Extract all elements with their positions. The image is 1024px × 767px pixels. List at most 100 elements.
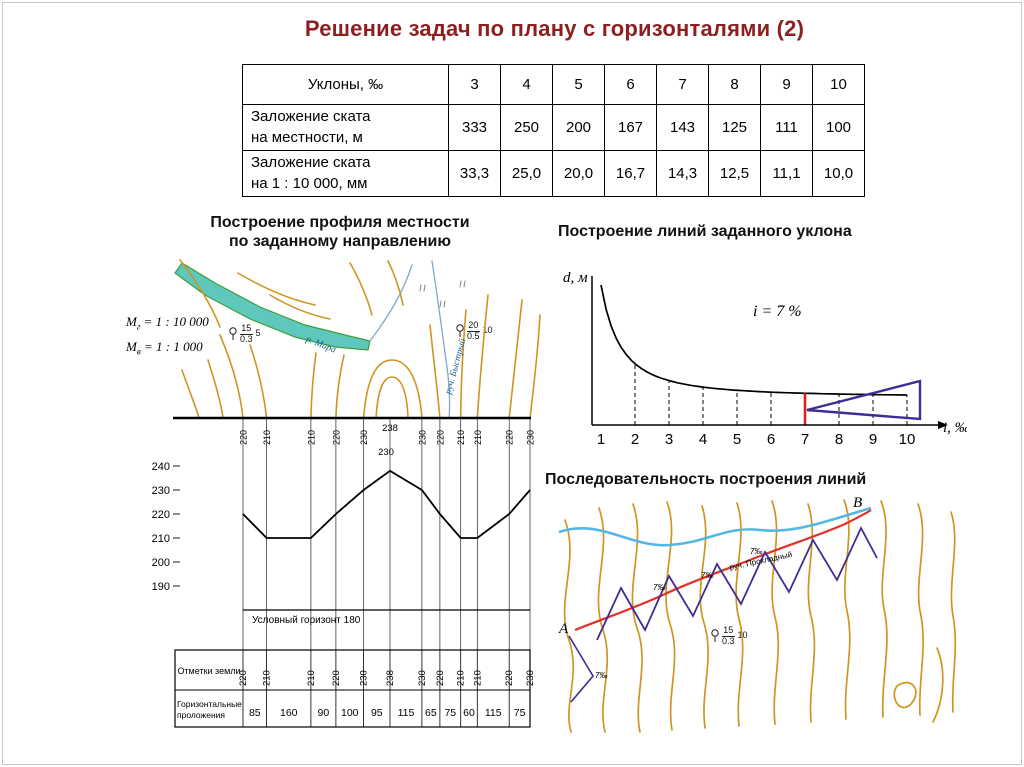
contour-crossing-label: 220 — [435, 430, 445, 445]
elevation-axis-label: 190 — [152, 581, 170, 593]
stream-line — [558, 506, 872, 547]
forest-fraction: 20 0.5 — [467, 320, 480, 342]
cell-value: 111 — [760, 104, 813, 151]
elevation-axis-label: 200 — [152, 557, 170, 569]
distance-curve — [600, 284, 907, 396]
ground-mark-value: 220 — [504, 670, 515, 686]
peak-contour-label: 230 — [378, 447, 394, 458]
forest-spacing: 10 — [482, 325, 493, 336]
cell-value: 10,0 — [812, 150, 865, 197]
contour-crossing-label: 220 — [239, 430, 249, 445]
ground-mark-value: 210 — [306, 670, 317, 686]
slope-mark: 7‰ — [653, 583, 665, 592]
contour-crossing-label: 210 — [262, 430, 272, 445]
construction-triangle — [806, 379, 922, 421]
forest-height: 20 — [467, 320, 480, 332]
distance-value: 60 — [463, 707, 475, 719]
row-label: Заложение ската на 1 : 10 000, мм — [242, 150, 449, 197]
slope-chart-plot: 1 2 3 4 5 6 7 8 9 10 — [597, 284, 916, 448]
cell-value: 12,5 — [708, 150, 761, 197]
x-tick-label: 4 — [699, 431, 707, 448]
slope-column-value: 7 — [656, 64, 709, 105]
contour-line — [771, 500, 780, 725]
contour-line — [843, 499, 851, 720]
slope-distance-chart: 1 2 3 4 5 6 7 8 9 10 d, м i, ‰ i = 7 % — [563, 270, 967, 448]
horizon-label: Условный горизонт 180 — [252, 615, 361, 626]
contour-line — [597, 507, 609, 733]
slope-mark: 7‰ — [595, 671, 607, 680]
distance-value: 65 — [425, 707, 437, 719]
elevation-axis-label: 220 — [152, 509, 170, 521]
distance-value: 95 — [371, 707, 383, 719]
x-tick-label: 1 — [597, 431, 605, 448]
construction-zigzag — [596, 525, 878, 641]
contour-crossing-label: 210 — [456, 430, 466, 445]
slope-column-value: 4 — [500, 64, 553, 105]
distance-value: 115 — [485, 707, 502, 719]
slope-table: Уклоны, ‰ 3 4 5 6 7 8 9 10 Заложение ската на мес… — [242, 64, 865, 197]
x-tick-label: 9 — [869, 431, 877, 448]
tree-icon — [229, 327, 237, 341]
slope-column-value: 6 — [604, 64, 657, 105]
contour-line — [362, 359, 423, 419]
contour-line — [310, 352, 317, 419]
contour-crossing-label: 210 — [306, 430, 316, 445]
contour-line — [179, 259, 221, 328]
contour-line — [508, 299, 523, 419]
slope-header-label: Уклоны, ‰ — [242, 64, 449, 105]
contour-loop — [893, 681, 917, 709]
ground-mark-value: 220 — [238, 670, 249, 686]
horizontal-distances-label-2: проложения — [177, 710, 225, 720]
meadow-mark — [439, 300, 446, 308]
cell-value: 167 — [604, 104, 657, 151]
slope-table-header-row: Уклоны, ‰ 3 4 5 6 7 8 9 10 — [242, 64, 865, 105]
x-tick-label: 10 — [899, 431, 916, 448]
meadow-mark — [459, 280, 466, 288]
slope-table-row: Заложение ската на 1 : 10 000, мм 33,3 25,… — [242, 150, 865, 197]
construction-zigzag — [568, 635, 594, 703]
ground-mark-value: 210 — [472, 670, 483, 686]
slope-column-value: 5 — [552, 64, 605, 105]
cell-value: 333 — [448, 104, 501, 151]
topo-map: р. Мара руч. Быстрый — [174, 259, 541, 419]
scale-horizontal: Мг = 1 : 10 000 — [126, 312, 209, 337]
ground-mark-value: 220 — [435, 670, 446, 686]
contour-line — [375, 376, 409, 419]
scale-symbol: М — [126, 314, 137, 329]
x-tick-label: 7 — [801, 431, 809, 448]
contour-line — [219, 334, 244, 419]
page-title: Решение задач по плану с горизонталями (… — [304, 16, 805, 41]
scale-value: = 1 : 10 000 — [143, 314, 209, 329]
contour-lines — [179, 259, 541, 419]
scale-value: = 1 : 1 000 — [144, 338, 203, 354]
forest-symbol: 20 0.5 10 — [455, 320, 493, 342]
ground-mark-value: 230 — [359, 670, 370, 686]
cell-value: 33,3 — [448, 150, 501, 197]
contour-line — [335, 354, 345, 419]
profile-chart: 240 230 220 210 200 190 220 210 210 220 230 230 220 2… — [152, 418, 536, 650]
route-line — [574, 509, 872, 632]
contour-line — [665, 501, 676, 731]
ground-mark-value: 230 — [417, 670, 428, 686]
meadow-marks — [419, 280, 466, 308]
contour-line — [735, 502, 744, 727]
elevation-axis-label: 240 — [152, 461, 170, 473]
sequence-contours — [563, 499, 957, 733]
cell-value: 14,3 — [656, 150, 709, 197]
elevation-axis-label: 230 — [152, 485, 170, 497]
ground-mark-value: 220 — [331, 670, 342, 686]
cell-value: 250 — [500, 104, 553, 151]
distance-value: 85 — [249, 707, 261, 719]
contour-crossing-label: 230 — [359, 430, 369, 445]
forest-spacing: 5 — [255, 328, 261, 339]
cell-value: 100 — [812, 104, 865, 151]
ground-mark-value: 210 — [456, 670, 467, 686]
meadow-mark — [419, 284, 426, 292]
cell-value: 11,1 — [760, 150, 813, 197]
profile-table: 220 210 210 220 230 238 230 220 210 210 220 230 85 16… — [174, 649, 536, 728]
distance-value: 100 — [341, 707, 359, 719]
contour-line — [349, 262, 373, 316]
ground-marks-label: Отметки земли — [177, 666, 240, 676]
table-border — [174, 649, 531, 728]
